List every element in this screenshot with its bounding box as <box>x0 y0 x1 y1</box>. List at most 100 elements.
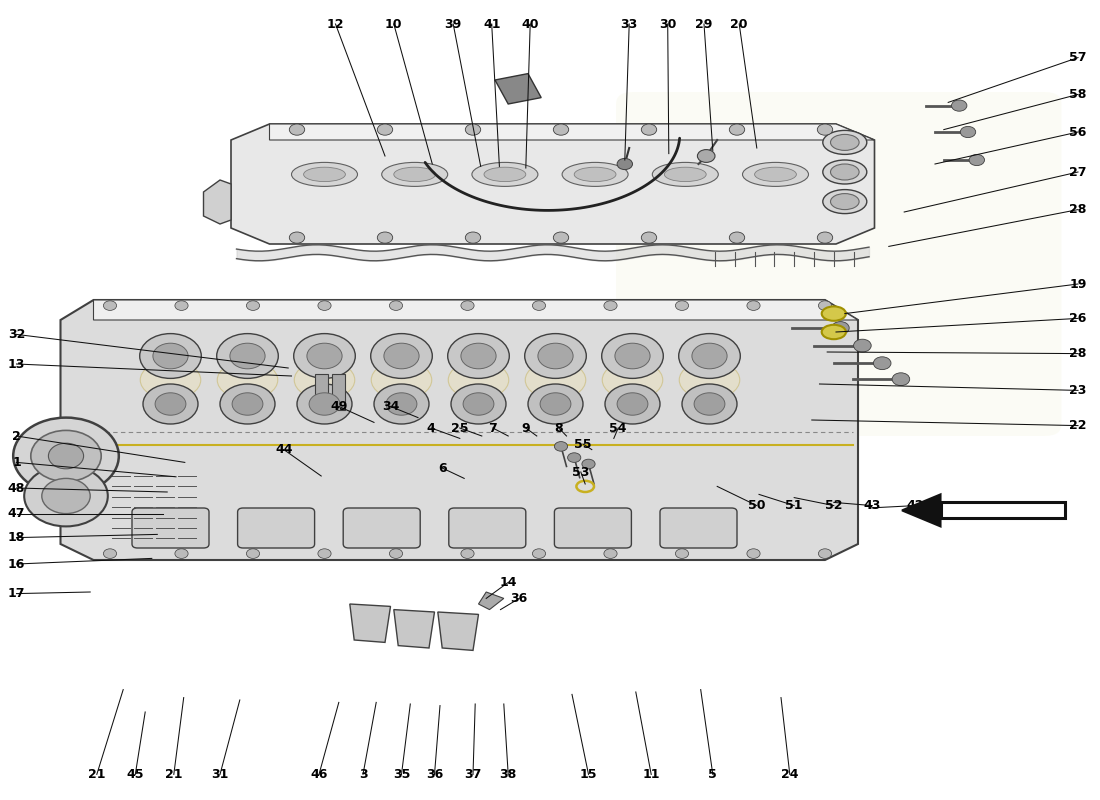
Circle shape <box>13 418 119 494</box>
Text: 10: 10 <box>385 18 403 30</box>
Circle shape <box>525 334 586 378</box>
Circle shape <box>153 343 188 369</box>
Circle shape <box>386 393 417 415</box>
Circle shape <box>729 232 745 243</box>
Ellipse shape <box>562 162 628 186</box>
Text: 56: 56 <box>1069 126 1087 138</box>
Circle shape <box>103 301 117 310</box>
Circle shape <box>371 334 432 378</box>
Text: 27: 27 <box>1069 166 1087 178</box>
Circle shape <box>641 232 657 243</box>
Text: 35: 35 <box>393 768 410 781</box>
Text: 21: 21 <box>88 768 106 781</box>
Text: 26: 26 <box>1069 312 1087 325</box>
Polygon shape <box>94 300 858 320</box>
Ellipse shape <box>218 361 277 399</box>
Circle shape <box>692 343 727 369</box>
Circle shape <box>554 442 568 451</box>
Ellipse shape <box>472 162 538 186</box>
Circle shape <box>297 384 352 424</box>
Circle shape <box>318 301 331 310</box>
Ellipse shape <box>822 325 846 339</box>
Text: 14: 14 <box>499 576 517 589</box>
FancyBboxPatch shape <box>616 92 1062 436</box>
Text: 57: 57 <box>1069 51 1087 64</box>
Bar <box>332 374 345 410</box>
Text: 41: 41 <box>483 18 500 30</box>
Circle shape <box>832 322 849 334</box>
Text: 29: 29 <box>695 18 713 30</box>
Ellipse shape <box>603 361 663 399</box>
Circle shape <box>461 549 474 558</box>
Circle shape <box>818 549 832 558</box>
Circle shape <box>617 158 632 170</box>
Circle shape <box>309 393 340 415</box>
FancyBboxPatch shape <box>238 508 315 548</box>
Ellipse shape <box>830 164 859 180</box>
Text: 47: 47 <box>8 507 25 520</box>
Ellipse shape <box>372 361 431 399</box>
Circle shape <box>461 301 474 310</box>
Text: 43: 43 <box>864 499 881 512</box>
Circle shape <box>817 232 833 243</box>
Circle shape <box>448 334 509 378</box>
Text: 6: 6 <box>438 462 447 474</box>
Text: 58: 58 <box>1069 88 1087 101</box>
Circle shape <box>540 393 571 415</box>
Circle shape <box>641 124 657 135</box>
Circle shape <box>604 549 617 558</box>
Circle shape <box>528 384 583 424</box>
Ellipse shape <box>449 361 509 399</box>
Circle shape <box>377 124 393 135</box>
Ellipse shape <box>141 361 200 399</box>
Circle shape <box>892 373 910 386</box>
Polygon shape <box>902 494 940 526</box>
Circle shape <box>42 478 90 514</box>
Ellipse shape <box>295 361 355 399</box>
Circle shape <box>952 100 967 111</box>
Circle shape <box>289 124 305 135</box>
Circle shape <box>538 343 573 369</box>
Text: 55: 55 <box>574 438 592 450</box>
Polygon shape <box>204 180 231 224</box>
Circle shape <box>747 301 760 310</box>
FancyBboxPatch shape <box>660 508 737 548</box>
Text: 53: 53 <box>572 466 590 478</box>
Text: 15: 15 <box>580 768 597 781</box>
Circle shape <box>873 357 891 370</box>
Text: 28: 28 <box>1069 203 1087 216</box>
Polygon shape <box>231 124 875 244</box>
Ellipse shape <box>652 162 718 186</box>
Polygon shape <box>60 300 858 560</box>
Circle shape <box>246 549 260 558</box>
Text: 7: 7 <box>488 422 497 434</box>
Circle shape <box>31 430 101 482</box>
Circle shape <box>230 343 265 369</box>
Circle shape <box>451 384 506 424</box>
FancyBboxPatch shape <box>343 508 420 548</box>
Polygon shape <box>350 604 390 642</box>
Circle shape <box>389 549 403 558</box>
Text: 24: 24 <box>781 768 799 781</box>
Ellipse shape <box>823 190 867 214</box>
Text: 9: 9 <box>521 422 530 434</box>
Circle shape <box>615 343 650 369</box>
Circle shape <box>461 343 496 369</box>
Circle shape <box>675 549 689 558</box>
Circle shape <box>553 124 569 135</box>
Ellipse shape <box>830 134 859 150</box>
Circle shape <box>307 343 342 369</box>
Circle shape <box>175 301 188 310</box>
Text: 40: 40 <box>521 18 539 30</box>
Text: 2: 2 <box>12 430 21 442</box>
FancyBboxPatch shape <box>132 508 209 548</box>
Text: 54: 54 <box>609 422 627 434</box>
Circle shape <box>532 301 546 310</box>
Ellipse shape <box>484 167 526 182</box>
Ellipse shape <box>823 160 867 184</box>
Circle shape <box>729 124 745 135</box>
Circle shape <box>553 232 569 243</box>
Circle shape <box>232 393 263 415</box>
Text: 33: 33 <box>620 18 638 30</box>
Text: 51: 51 <box>785 499 803 512</box>
